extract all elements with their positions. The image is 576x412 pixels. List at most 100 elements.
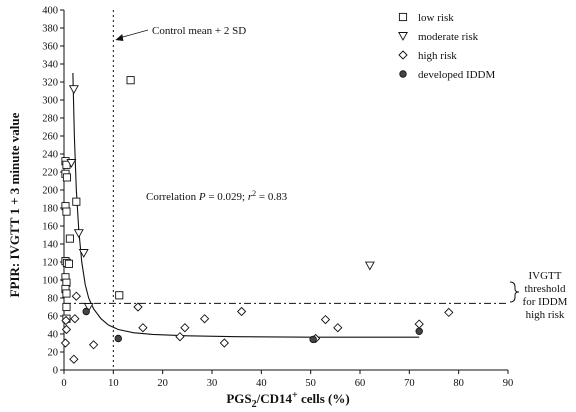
y-tick-label: 400 — [42, 6, 58, 17]
point-low-risk — [115, 291, 124, 300]
point-moderate-risk — [83, 303, 94, 312]
legend-marker-high-risk — [398, 50, 408, 60]
fit-curve-group — [72, 72, 420, 338]
legend-marker-developed-iddm — [399, 70, 407, 78]
y-tick-label: 140 — [42, 240, 58, 251]
correlation-p: P — [198, 191, 206, 203]
legend-label-low-risk: low risk — [418, 12, 454, 24]
x-axis-title-tail: cells (%) — [298, 391, 350, 406]
point-high-risk — [138, 323, 148, 333]
x-tick-label: 20 — [157, 378, 168, 389]
point-moderate-risk — [73, 229, 84, 239]
point-high-risk — [199, 314, 210, 324]
point-developed-iddm — [415, 327, 423, 335]
y-tick-label: 300 — [42, 96, 58, 107]
legend-label-moderate-risk: moderate risk — [418, 31, 479, 43]
point-low-risk — [62, 289, 71, 298]
y-tick-label: 380 — [42, 24, 58, 35]
correlation-annotation: Correlation P = 0.029; r2 = 0.83 — [146, 189, 288, 203]
control-arrow-head — [115, 34, 124, 41]
x-tick-label: 10 — [108, 378, 119, 389]
point-high-risk — [444, 307, 454, 318]
point-developed-iddm — [309, 335, 317, 344]
x-axis-title-main: PGS — [226, 391, 251, 406]
legend: low risk moderate risk high risk developed … — [398, 12, 496, 81]
point-high-risk — [69, 354, 79, 364]
point-high-risk — [414, 319, 424, 329]
correlation-mid: = 0.029; — [206, 191, 248, 203]
point-low-risk — [72, 197, 81, 206]
point-low-risk — [62, 173, 72, 182]
point-low-risk — [64, 259, 73, 268]
threshold-annotation-line-1: IVGTT — [529, 270, 562, 282]
correlation-prefix: Correlation — [146, 191, 199, 203]
point-high-risk — [219, 338, 229, 348]
x-axis-title-sub: 2 — [252, 399, 257, 410]
point-high-risk — [175, 332, 185, 342]
point-developed-iddm — [114, 334, 122, 343]
y-tick-label: 320 — [42, 78, 58, 89]
x-tick-label: 70 — [404, 378, 415, 389]
point-high-risk — [180, 323, 190, 333]
reference-lines — [64, 10, 508, 370]
y-tick-label: 120 — [42, 258, 58, 269]
point-high-risk — [70, 314, 80, 324]
point-low-risk — [62, 302, 71, 312]
y-tick-label: 280 — [42, 114, 58, 125]
y-tick-label: 80 — [48, 294, 59, 305]
tick-labels: 0204060801001201401601802002202402602803… — [42, 6, 513, 390]
threshold-annotation-line-3: for IDDM — [523, 296, 568, 308]
correlation-r: r — [248, 191, 253, 203]
legend-label-developed-iddm: developed IDDM — [418, 69, 496, 81]
point-high-risk — [61, 315, 71, 326]
threshold-annotation-line-4: high risk — [526, 309, 565, 321]
data-points — [60, 76, 454, 364]
x-tick-label: 60 — [355, 378, 366, 389]
y-tick-label: 160 — [42, 222, 58, 233]
y-axis-title: FPIR: IVGTT 1 + 3 minute value — [7, 112, 22, 297]
point-low-risk — [62, 207, 71, 216]
control-annotation: Control mean + 2 SD — [152, 25, 246, 37]
point-high-risk — [71, 291, 81, 301]
threshold-annotation-line-2: threshold — [525, 283, 566, 295]
legend-marker-moderate-risk — [398, 32, 408, 41]
point-high-risk — [333, 323, 343, 333]
x-tick-label: 40 — [256, 378, 267, 389]
point-moderate-risk — [364, 261, 375, 271]
point-moderate-risk — [68, 85, 79, 95]
point-developed-iddm — [82, 307, 90, 316]
threshold-brace — [509, 281, 520, 303]
y-tick-label: 240 — [42, 150, 58, 161]
point-high-risk — [61, 324, 72, 335]
x-tick-label: 50 — [305, 378, 316, 389]
legend-label-high-risk: high risk — [418, 50, 457, 62]
x-axis-title: PGS2/CD14+ cells (%) — [226, 390, 349, 410]
x-tick-label: 90 — [503, 378, 514, 389]
point-moderate-risk — [78, 249, 89, 258]
point-high-risk — [60, 338, 71, 348]
correlation-sup: 2 — [252, 189, 256, 198]
point-low-risk — [126, 76, 135, 85]
x-tick-label: 80 — [453, 378, 464, 389]
y-tick-label: 360 — [42, 42, 58, 53]
y-tick-label: 180 — [42, 204, 58, 215]
point-high-risk — [88, 340, 99, 350]
y-tick-label: 60 — [48, 312, 59, 323]
x-axis-title-sup: + — [292, 390, 298, 401]
y-tick-label: 260 — [42, 132, 58, 143]
correlation-end: = 0.83 — [256, 191, 287, 203]
fit-curve — [72, 72, 420, 338]
point-high-risk — [320, 314, 331, 325]
point-high-risk — [133, 302, 143, 312]
point-high-risk — [236, 306, 247, 317]
control-arrow-line — [119, 29, 149, 39]
y-tick-label: 200 — [42, 186, 58, 197]
point-low-risk — [65, 234, 74, 243]
x-tick-label: 0 — [61, 378, 66, 389]
legend-marker-low-risk — [398, 12, 408, 22]
y-tick-label: 340 — [42, 60, 58, 71]
y-tick-label: 20 — [48, 348, 59, 359]
y-tick-label: 40 — [48, 330, 59, 341]
x-axis-title-rest: /CD14 — [256, 391, 293, 406]
